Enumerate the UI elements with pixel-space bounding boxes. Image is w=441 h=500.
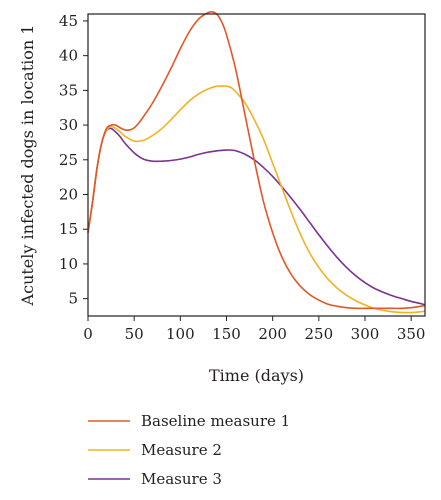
legend-label: Measure 2 <box>141 441 222 459</box>
x-axis: 0 50 100 150 200 250 300 350 <box>83 316 425 343</box>
x-tick-label: 350 <box>397 325 426 343</box>
legend-item-measure-2: Measure 2 <box>88 441 222 459</box>
series-line-baseline-measure-1 <box>87 10 426 310</box>
x-tick-label: 150 <box>212 325 241 343</box>
x-tick-label: 250 <box>305 325 334 343</box>
y-tick-label: 30 <box>59 116 78 134</box>
legend: Baseline measure 1 Measure 2 Measure 3 <box>88 412 290 488</box>
legend-item-baseline-measure-1: Baseline measure 1 <box>88 412 290 430</box>
y-tick-label: 40 <box>59 47 78 65</box>
x-tick-label: 50 <box>125 325 144 343</box>
legend-item-measure-3: Measure 3 <box>88 470 222 488</box>
series-line-measure-3 <box>87 127 426 306</box>
y-tick-label: 25 <box>59 151 78 169</box>
y-tick-label: 15 <box>59 220 78 238</box>
x-tick-label: 0 <box>83 325 93 343</box>
series-line-measure-2 <box>87 85 426 314</box>
y-tick-label: 35 <box>59 81 78 99</box>
x-tick-label: 300 <box>351 325 380 343</box>
y-tick-label: 5 <box>68 290 78 308</box>
legend-label: Baseline measure 1 <box>141 412 290 430</box>
x-tick-label: 200 <box>258 325 287 343</box>
y-tick-label: 20 <box>59 186 78 204</box>
legend-label: Measure 3 <box>141 470 222 488</box>
plot-frame <box>87 13 426 317</box>
x-tick-label: 100 <box>166 325 195 343</box>
y-axis: 5 10 15 20 25 30 35 40 45 <box>59 12 88 308</box>
y-tick-label: 10 <box>59 255 78 273</box>
x-axis-title: Time (days) <box>209 366 304 385</box>
y-tick-label: 45 <box>59 12 78 30</box>
y-axis-title: Acutely infected dogs in location 1 <box>18 25 37 307</box>
plot-lines <box>87 10 426 314</box>
